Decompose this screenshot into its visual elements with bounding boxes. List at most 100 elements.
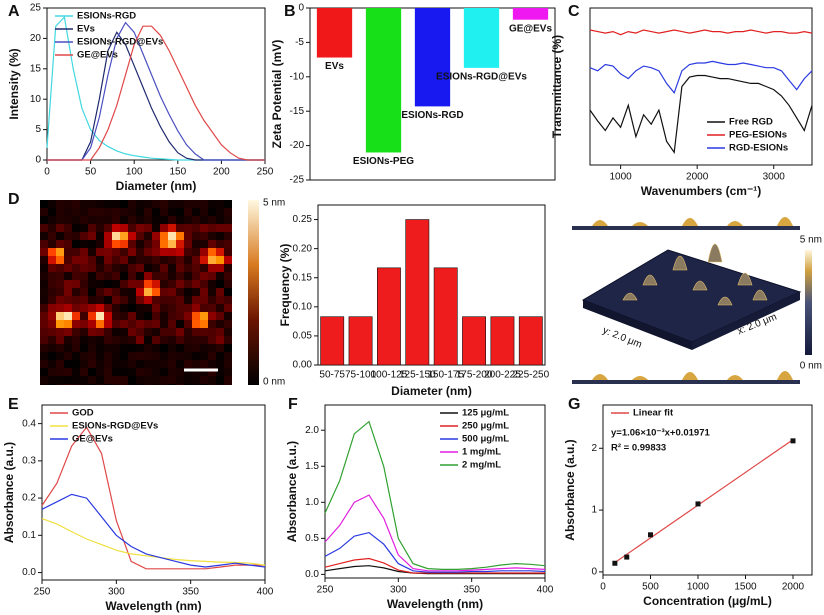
afm-pixel: [48, 304, 56, 312]
afm-pixel: [48, 368, 56, 376]
afm-pixel: [160, 208, 168, 216]
afm-pixel: [48, 336, 56, 344]
afm-pixel: [152, 384, 160, 385]
afm-pixel: [96, 248, 104, 256]
afm-pixel: [144, 272, 152, 280]
afm-pixel: [184, 240, 192, 248]
afm-pixel: [144, 336, 152, 344]
afm-pixel: [208, 272, 216, 280]
x-tick-label: 250: [317, 585, 334, 596]
afm-pixel: [136, 328, 144, 336]
colorbar-label: 0 nm: [800, 361, 822, 372]
afm-pixel: [176, 320, 184, 328]
x-tick-label: 350: [463, 585, 480, 596]
afm-pixel: [56, 320, 64, 328]
afm-pixel: [88, 336, 96, 344]
afm-pixel: [216, 312, 224, 320]
afm-pixel: [216, 280, 224, 288]
afm-pixel: [120, 368, 128, 376]
y-tick-label: 0.4: [22, 418, 36, 429]
afm-pixel: [224, 320, 232, 328]
afm-pixel: [176, 296, 184, 304]
afm-pixel: [224, 280, 232, 288]
bar-label: ESIONs-PEG: [353, 156, 414, 167]
afm-pixel: [200, 208, 208, 216]
afm-pixel: [64, 344, 72, 352]
annotation: y=1.06×10⁻³x+0.01971: [611, 428, 711, 439]
afm-pixel: [56, 240, 64, 248]
afm-pixel: [88, 208, 96, 216]
afm-pixel: [136, 376, 144, 384]
afm-pixel: [128, 328, 136, 336]
afm-pixel: [192, 384, 200, 385]
afm-pixel: [192, 272, 200, 280]
afm-pixel: [168, 384, 176, 385]
surface-peak: [707, 243, 723, 263]
afm-pixel: [128, 200, 136, 208]
afm-pixel: [56, 304, 64, 312]
data-point: [790, 438, 796, 444]
afm-pixel: [192, 248, 200, 256]
afm-pixel: [136, 384, 144, 385]
data-line: [589, 29, 813, 36]
afm-pixel: [192, 360, 200, 368]
afm-pixel: [224, 312, 232, 320]
afm-pixel: [176, 344, 184, 352]
afm-pixel: [184, 352, 192, 360]
afm-pixel: [144, 232, 152, 240]
afm-pixel: [72, 216, 80, 224]
afm-pixel: [136, 200, 144, 208]
afm-pixel: [80, 344, 88, 352]
afm-pixel: [168, 216, 176, 224]
y-tick-label: 0: [298, 3, 304, 14]
x-axis-title: Wavelength (nm): [105, 599, 201, 613]
afm-pixel: [136, 224, 144, 232]
afm-pixel: [224, 344, 232, 352]
afm-pixel: [96, 304, 104, 312]
panel-label: D: [8, 191, 20, 208]
afm-pixel: [88, 272, 96, 280]
afm-pixel: [168, 328, 176, 336]
afm-pixel: [200, 224, 208, 232]
plot-frame: [41, 404, 266, 581]
afm-pixel: [88, 240, 96, 248]
surface-peak: [692, 280, 708, 291]
afm-pixel: [64, 216, 72, 224]
afm-pixel: [56, 296, 64, 304]
afm-pixel: [200, 376, 208, 384]
afm-pixel: [80, 376, 88, 384]
afm-pixel: [144, 344, 152, 352]
afm-pixel: [216, 264, 224, 272]
afm-pixel: [128, 240, 136, 248]
afm-pixel: [96, 280, 104, 288]
afm-pixel: [64, 272, 72, 280]
bar: [512, 8, 549, 20]
afm-pixel: [88, 320, 96, 328]
afm-pixel: [176, 304, 184, 312]
afm-pixel: [152, 240, 160, 248]
afm-pixel: [128, 368, 136, 376]
afm-pixel: [192, 320, 200, 328]
afm-pixel: [112, 232, 120, 240]
afm-pixel: [56, 328, 64, 336]
afm-pixel: [48, 224, 56, 232]
afm-pixel: [128, 288, 136, 296]
afm-pixel: [184, 200, 192, 208]
afm-pixel: [120, 216, 128, 224]
x-tick-label: 200-225: [484, 370, 521, 381]
afm-pixel: [80, 304, 88, 312]
afm-pixel: [152, 224, 160, 232]
afm-pixel: [216, 376, 224, 384]
afm-pixel: [224, 200, 232, 208]
panel-label: E: [8, 396, 19, 413]
afm-pixel: [128, 272, 136, 280]
afm-pixel: [184, 256, 192, 264]
afm-pixel: [48, 376, 56, 384]
legend-label: ESIONs-RGD@EVs: [72, 421, 158, 432]
afm-pixel: [88, 360, 96, 368]
afm-pixel: [176, 384, 184, 385]
afm-pixel: [152, 368, 160, 376]
afm-pixel: [160, 352, 168, 360]
afm-pixel: [152, 312, 160, 320]
afm-pixel: [208, 256, 216, 264]
